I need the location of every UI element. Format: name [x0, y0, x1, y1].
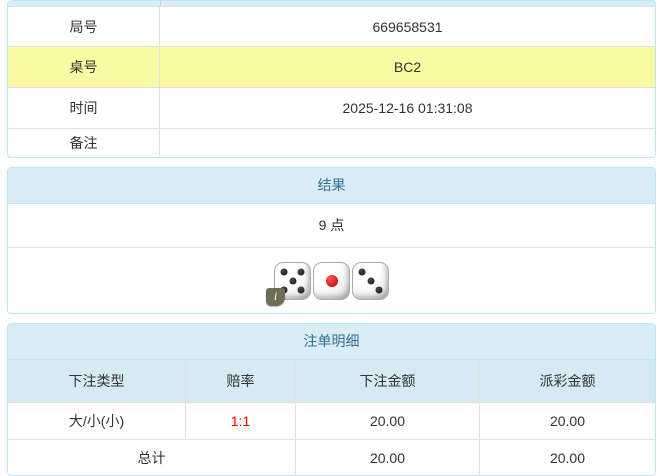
col-header-odds: 赔率 [186, 360, 296, 402]
die-pip [325, 274, 338, 287]
die-pip [280, 268, 288, 276]
result-panel-title: 结果 [8, 168, 655, 204]
col-header-bet-amount: 下注金额 [296, 360, 480, 402]
result-points: 9 点 [8, 204, 655, 248]
game-info-row-table: 桌号 BC2 [8, 46, 655, 87]
die-pip [367, 277, 374, 284]
die-pip [289, 277, 296, 285]
game-info-row-remark: 备注 [8, 128, 655, 157]
bets-panel: 注单明细 下注类型 赔率 下注金额 派彩金额 大/小(小) 1:1 20.00 … [7, 323, 656, 476]
die-pip [297, 268, 305, 276]
dice-result-row: i [8, 248, 655, 313]
cropped-header-strip [8, 1, 655, 6]
game-info-row-time: 时间 2025-12-16 01:31:08 [8, 87, 655, 128]
bet-type: 大/小(小) [8, 403, 186, 439]
die-pip [358, 268, 366, 275]
total-row: 总计 20.00 20.00 [8, 439, 655, 475]
info-icon[interactable]: i [266, 287, 285, 306]
die-2 [313, 261, 350, 300]
table-number-label: 桌号 [8, 47, 160, 87]
dice-group: i [266, 261, 390, 306]
remark-label: 备注 [8, 129, 160, 157]
bet-row: 大/小(小) 1:1 20.00 20.00 [8, 402, 655, 439]
bet-odds: 1:1 [186, 403, 296, 439]
total-label: 总计 [8, 440, 296, 475]
die-pip [297, 286, 305, 294]
col-header-bet-type: 下注类型 [8, 360, 186, 402]
total-bet-amount: 20.00 [296, 440, 480, 475]
bets-header-row: 下注类型 赔率 下注金额 派彩金额 [8, 360, 655, 402]
round-number-label: 局号 [8, 7, 160, 46]
column-divider [160, 1, 161, 6]
time-value: 2025-12-16 01:31:08 [342, 100, 473, 116]
result-panel: 结果 9 点 i [7, 167, 656, 314]
die-pip [375, 286, 383, 293]
game-info-panel: 局号 669658531 桌号 BC2 时间 2025-12-16 01:31:… [7, 0, 656, 158]
time-label: 时间 [8, 88, 160, 128]
game-info-row-round: 局号 669658531 [8, 6, 655, 46]
bet-payout: 20.00 [549, 413, 586, 429]
bet-amount: 20.00 [296, 403, 480, 439]
col-header-payout-amount: 派彩金额 [539, 373, 596, 389]
table-number-value: BC2 [160, 47, 655, 87]
total-payout-amount: 20.00 [549, 449, 586, 466]
round-number-value: 669658531 [372, 18, 443, 35]
bets-panel-title: 注单明细 [8, 324, 655, 360]
die-3 [352, 261, 389, 300]
remark-value [160, 129, 655, 157]
